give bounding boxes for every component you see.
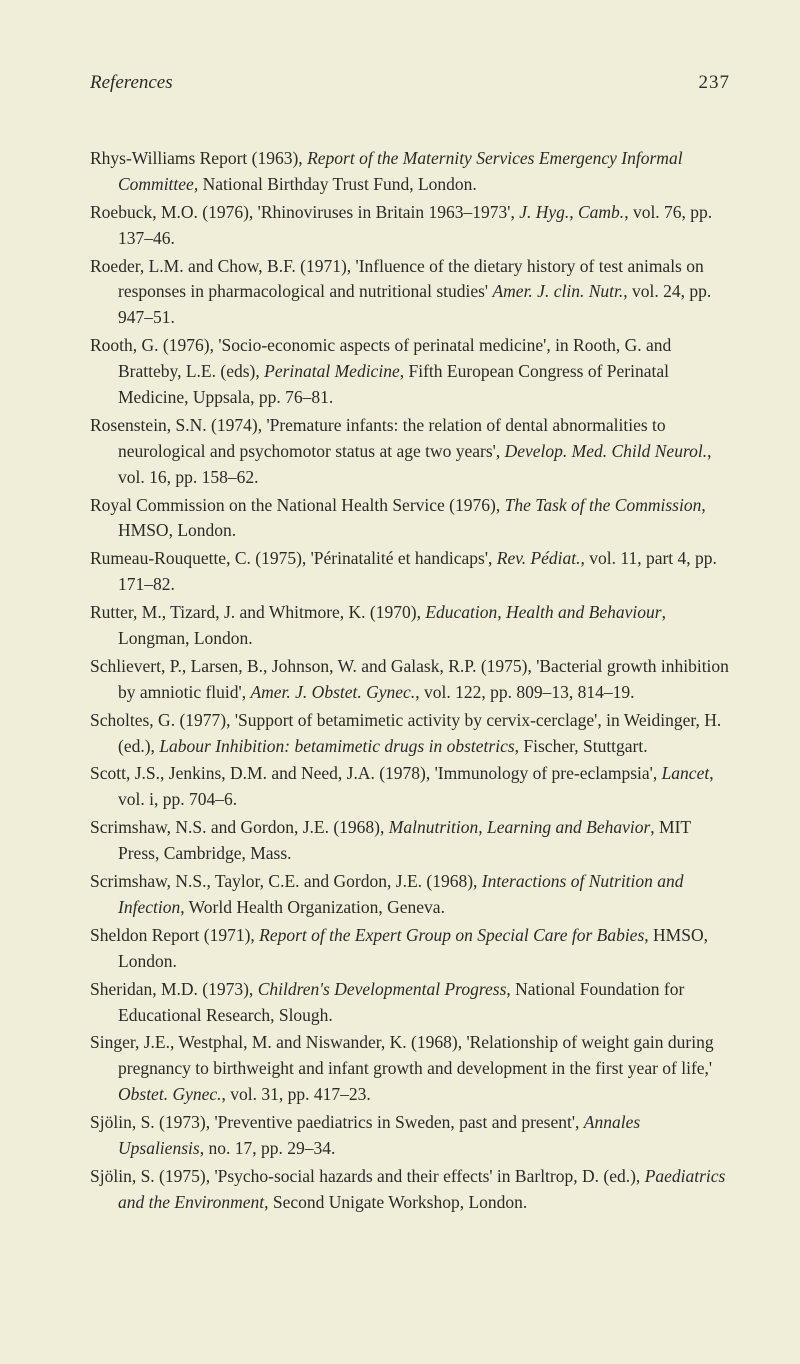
references-list: Rhys-Williams Report (1963), Report of t… xyxy=(90,146,730,1216)
reference-entry: Scholtes, G. (1977), 'Support of betamim… xyxy=(90,708,730,760)
header-title: References xyxy=(90,72,173,94)
reference-entry: Rooth, G. (1976), 'Socio-economic aspect… xyxy=(90,333,730,411)
reference-entry: Rosenstein, S.N. (1974), 'Premature infa… xyxy=(90,413,730,491)
reference-entry: Scott, J.S., Jenkins, D.M. and Need, J.A… xyxy=(90,761,730,813)
page-number: 237 xyxy=(699,72,731,94)
reference-entry: Scrimshaw, N.S. and Gordon, J.E. (1968),… xyxy=(90,815,730,867)
reference-entry: Rutter, M., Tizard, J. and Whitmore, K. … xyxy=(90,600,730,652)
reference-entry: Singer, J.E., Westphal, M. and Niswander… xyxy=(90,1030,730,1108)
reference-entry: Roebuck, M.O. (1976), 'Rhinoviruses in B… xyxy=(90,200,730,252)
reference-entry: Roeder, L.M. and Chow, B.F. (1971), 'Inf… xyxy=(90,254,730,332)
reference-entry: Rhys-Williams Report (1963), Report of t… xyxy=(90,146,730,198)
reference-entry: Scrimshaw, N.S., Taylor, C.E. and Gordon… xyxy=(90,869,730,921)
reference-entry: Royal Commission on the National Health … xyxy=(90,493,730,545)
reference-entry: Sheldon Report (1971), Report of the Exp… xyxy=(90,923,730,975)
reference-entry: Sheridan, M.D. (1973), Children's Develo… xyxy=(90,977,730,1029)
page-header: References 237 xyxy=(90,72,730,94)
reference-entry: Sjölin, S. (1973), 'Preventive paediatri… xyxy=(90,1110,730,1162)
reference-entry: Sjölin, S. (1975), 'Psycho-social hazard… xyxy=(90,1164,730,1216)
reference-entry: Rumeau-Rouquette, C. (1975), 'Périnatali… xyxy=(90,546,730,598)
reference-entry: Schlievert, P., Larsen, B., Johnson, W. … xyxy=(90,654,730,706)
